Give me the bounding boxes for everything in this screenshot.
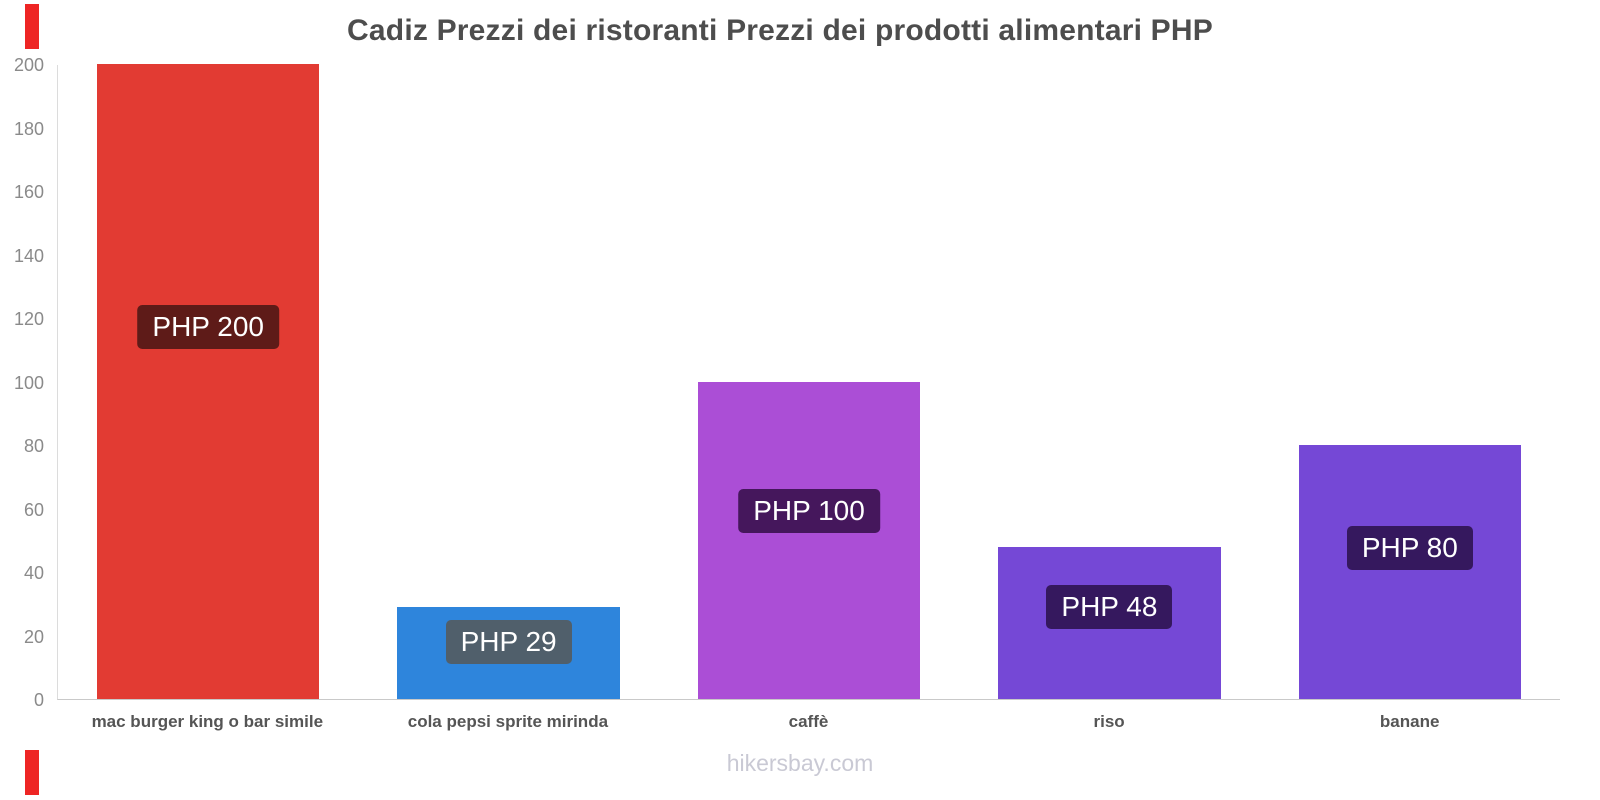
bar-column: PHP 200 (58, 64, 358, 699)
y-axis-tick-label: 200 (13, 55, 44, 75)
bar-value-label: PHP 200 (137, 304, 279, 349)
bar-value-label: PHP 29 (445, 619, 572, 664)
decoration-accent-strip-top (25, 4, 39, 49)
y-axis-tick-label: 80 (23, 436, 44, 456)
x-axis-label: caffè (788, 712, 829, 731)
bar-value-label: PHP 80 (1346, 525, 1473, 570)
decoration-accent-strip-bottom (25, 750, 39, 795)
y-axis-tick-label: 20 (23, 626, 44, 647)
y-axis-tick-label: 140 (13, 245, 44, 266)
page-title: Cadiz Prezzi dei ristoranti Prezzi dei p… (347, 14, 1213, 47)
x-axis-label: riso (1093, 712, 1125, 731)
footer-watermark: hikersbay.com (726, 750, 874, 776)
x-axis-label: cola pepsi sprite mirinda (407, 712, 609, 731)
y-axis-tick-label: 120 (13, 309, 44, 329)
bar-value-label: PHP 48 (1046, 584, 1173, 629)
y-axis-tick-label: 160 (13, 182, 44, 202)
chart-area: PHP 200 PHP 29 PHP 100 PHP 48 PHP 80 (57, 64, 1560, 700)
x-axis-label: banane (1379, 712, 1440, 731)
y-axis-tick-label: 40 (23, 563, 44, 583)
bar-3[interactable]: PHP 100 (697, 381, 921, 699)
bar-4[interactable]: PHP 48 (998, 546, 1221, 699)
x-axis: mac burger king o bar simile cola pepsi s… (57, 712, 1560, 732)
y-axis-tick-label: 60 (23, 499, 44, 520)
bar-column: PHP 48 (959, 65, 1259, 699)
bar-2[interactable]: PHP 29 (397, 606, 620, 699)
y-axis-tick-label: 100 (13, 372, 44, 393)
bar-value-label: PHP 100 (738, 488, 880, 533)
y-axis: 0 20 40 60 80 100 120 140 160 180 200 (0, 55, 50, 710)
x-axis-label: mac burger king o bar simile (91, 712, 324, 731)
y-axis-tick-label: 0 (33, 690, 44, 710)
bar-column: PHP 29 (358, 65, 658, 699)
bar-column: PHP 80 (1260, 65, 1560, 699)
bar-1[interactable]: PHP 200 (97, 64, 320, 699)
bar-5[interactable]: PHP 80 (1298, 445, 1521, 699)
plot-area: PHP 200 PHP 29 PHP 100 PHP 48 PHP 80 (58, 64, 1560, 699)
y-axis-tick-label: 180 (13, 118, 44, 139)
bar-column: PHP 100 (659, 65, 959, 699)
